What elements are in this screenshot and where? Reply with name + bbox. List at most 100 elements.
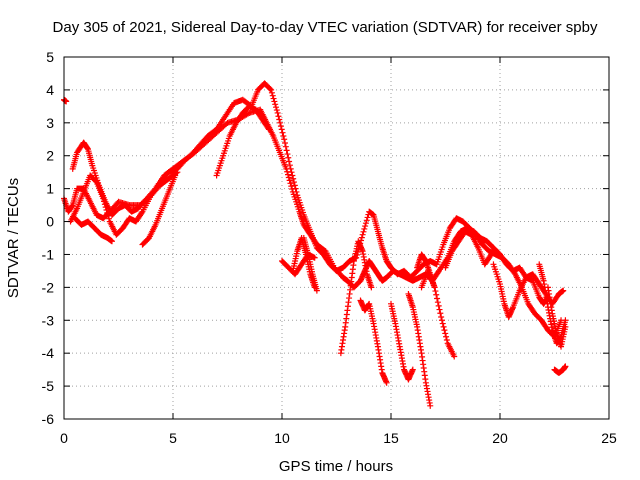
data-point (287, 180, 294, 187)
data-point (431, 284, 438, 291)
data-point (265, 126, 272, 133)
data-point (290, 179, 297, 186)
y-tick-label: -2 (42, 279, 55, 295)
x-axis-label: GPS time / hours (279, 458, 393, 475)
data-point (138, 209, 145, 216)
x-tick-labels: 0 5 10 15 20 25 (60, 430, 617, 446)
data-point (451, 353, 458, 360)
data-point (272, 101, 279, 108)
data-point (432, 288, 439, 295)
data-point (283, 147, 290, 154)
y-tick-label: -4 (42, 345, 55, 361)
data-point (278, 126, 285, 133)
series-track-k (337, 238, 375, 357)
y-tick-label: -6 (42, 411, 55, 427)
data-point (244, 110, 251, 117)
data-point (383, 379, 390, 386)
data-point (101, 198, 108, 205)
data-point (562, 363, 569, 370)
data-point (273, 107, 280, 114)
chart-title: Day 305 of 2021, Sidereal Day-to-day VTE… (53, 19, 598, 36)
y-tick-label: 5 (46, 49, 54, 65)
x-tick-label: 20 (492, 430, 508, 446)
series-track-g (213, 103, 272, 179)
data-point (439, 320, 446, 327)
data-point (287, 165, 294, 172)
data-point (293, 188, 300, 195)
data-point (286, 177, 293, 184)
data-point (284, 151, 291, 158)
data-point (359, 231, 366, 238)
data-point (275, 113, 282, 120)
data-point (276, 116, 283, 123)
data-point (289, 172, 296, 179)
y-tick-label: 2 (46, 148, 54, 164)
data-point (274, 109, 281, 116)
data-point (280, 132, 287, 139)
data-point (281, 139, 288, 146)
data-point (363, 217, 370, 224)
x-tick-label: 15 (383, 430, 399, 446)
data-point (288, 169, 295, 176)
data-point (268, 86, 275, 93)
data-point (438, 313, 445, 320)
data-point (292, 185, 299, 192)
data-point (443, 337, 450, 344)
x-tick-label: 5 (169, 430, 177, 446)
data-point (284, 171, 291, 178)
data-point (101, 201, 108, 208)
data-point (438, 317, 445, 324)
data-point (442, 330, 449, 337)
y-tick-label: 0 (46, 214, 54, 230)
data-point (409, 366, 416, 373)
series-track-e (71, 215, 115, 245)
series-track-q (442, 228, 495, 271)
data-point (437, 310, 444, 317)
series-track-n (405, 290, 434, 409)
data-point (281, 136, 288, 143)
series-track-m (388, 300, 416, 383)
data-point (436, 306, 443, 313)
series-track-u (551, 363, 569, 376)
series-track-j (300, 235, 320, 294)
data-point (358, 234, 365, 241)
data-point (277, 123, 284, 130)
data-point (443, 333, 450, 340)
data-point (362, 220, 369, 227)
data-point (364, 214, 371, 221)
data-point (562, 323, 569, 330)
series-track-o (418, 267, 458, 360)
data-point (440, 323, 447, 330)
data-point (290, 175, 297, 182)
data-point (286, 162, 293, 169)
data-point (311, 254, 318, 261)
x-tick-label: 10 (274, 430, 290, 446)
data-point (362, 223, 369, 230)
x-tick-label: 0 (60, 430, 68, 446)
data-point (267, 86, 274, 93)
axis-ticks (63, 56, 610, 420)
data-point (100, 195, 107, 202)
series-track-f (139, 172, 179, 248)
series-track-c (69, 80, 565, 340)
data-point (562, 317, 569, 324)
data-point (174, 169, 181, 176)
data-point (277, 119, 284, 126)
y-axis-label: SDTVAR / TECUs (5, 178, 22, 298)
data-point (270, 95, 277, 102)
plot-frame (63, 56, 610, 420)
data-point (435, 302, 442, 309)
data-point (285, 174, 292, 181)
data-point (269, 92, 276, 99)
data-point (427, 402, 434, 409)
data-point (488, 251, 495, 258)
data-point (560, 287, 567, 294)
data-point (368, 284, 375, 291)
series-track-t (544, 284, 569, 350)
data-point (291, 182, 298, 189)
series-track-s (536, 261, 569, 347)
data-point (102, 204, 109, 211)
data-point (103, 207, 110, 214)
data-point (273, 104, 280, 111)
data-point (441, 327, 448, 334)
